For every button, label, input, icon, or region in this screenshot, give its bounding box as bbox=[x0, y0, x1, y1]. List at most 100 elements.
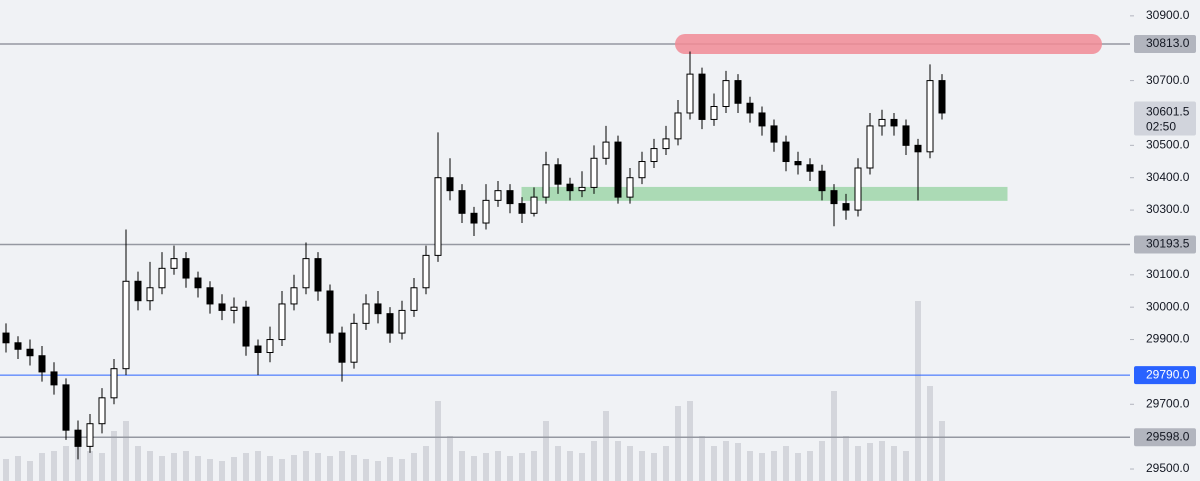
volume-bar bbox=[711, 446, 717, 481]
volume-bar bbox=[147, 451, 153, 481]
candle-body bbox=[266, 339, 274, 353]
volume-bar bbox=[723, 441, 729, 481]
volume-bar bbox=[207, 459, 213, 481]
volume-bar bbox=[819, 441, 825, 481]
candle-body bbox=[122, 280, 130, 370]
volume-bar bbox=[531, 451, 537, 481]
volume-bar bbox=[351, 455, 357, 481]
support-zone bbox=[521, 186, 1008, 201]
volume-bar bbox=[399, 459, 405, 481]
candle-body bbox=[566, 183, 574, 192]
candle-body bbox=[398, 309, 406, 334]
volume-bar bbox=[783, 446, 789, 481]
candle-body bbox=[362, 303, 370, 324]
volume-bar bbox=[855, 446, 861, 481]
volume-bar bbox=[63, 446, 69, 481]
volume-bar bbox=[315, 453, 321, 481]
candle-body bbox=[158, 267, 166, 289]
candle-body bbox=[350, 322, 358, 363]
candle-body bbox=[98, 397, 106, 425]
candle-body bbox=[386, 313, 394, 334]
candle-body bbox=[134, 280, 142, 302]
candle-body bbox=[422, 254, 430, 289]
candle-body bbox=[434, 177, 442, 256]
candle-body bbox=[314, 258, 322, 292]
volume-bar bbox=[111, 431, 117, 481]
y-tick-label: 30700.0 bbox=[1146, 73, 1190, 87]
candle-body bbox=[482, 199, 490, 224]
volume-bar bbox=[123, 421, 129, 481]
last-price-tag bbox=[1134, 101, 1196, 136]
candle-body bbox=[2, 332, 10, 344]
volume-bar bbox=[903, 451, 909, 481]
candle-body bbox=[638, 161, 646, 179]
volume-bar bbox=[387, 457, 393, 481]
candle-body bbox=[50, 371, 58, 386]
candle-body bbox=[902, 125, 910, 146]
volume-bar bbox=[27, 461, 33, 481]
volume-bar bbox=[699, 436, 705, 481]
candle-body bbox=[374, 303, 382, 315]
candle-body bbox=[206, 287, 214, 305]
volume-bar bbox=[651, 453, 657, 481]
candle-body bbox=[254, 345, 262, 353]
y-tick-label: 30300.0 bbox=[1146, 202, 1190, 216]
y-tick-label: 30400.0 bbox=[1146, 170, 1190, 184]
volume-bar bbox=[255, 451, 261, 481]
volume-bar bbox=[483, 453, 489, 481]
level-tag bbox=[1134, 366, 1196, 385]
candle-body bbox=[578, 186, 586, 192]
volume-bar bbox=[663, 446, 669, 481]
candle-body bbox=[278, 303, 286, 341]
candle-body bbox=[230, 306, 238, 311]
candle-body bbox=[878, 118, 886, 127]
y-tick-label: 30000.0 bbox=[1146, 299, 1190, 313]
candle-body bbox=[74, 429, 82, 447]
candle-body bbox=[914, 144, 922, 153]
candle-body bbox=[818, 170, 826, 192]
candle-body bbox=[446, 177, 454, 192]
candle-body bbox=[866, 125, 874, 169]
volume-bar bbox=[891, 446, 897, 481]
candle-body bbox=[710, 105, 718, 120]
candle-body bbox=[242, 306, 250, 347]
volume-bar bbox=[591, 441, 597, 481]
volume-bar bbox=[135, 446, 141, 481]
candle-body bbox=[662, 138, 670, 150]
candle-body bbox=[698, 73, 706, 120]
candle-body bbox=[110, 368, 118, 399]
y-tick-label: 29900.0 bbox=[1146, 332, 1190, 346]
candle-body bbox=[506, 190, 514, 205]
candle-body bbox=[590, 157, 598, 188]
candle-body bbox=[674, 112, 682, 140]
volume-bar bbox=[687, 401, 693, 481]
candle-body bbox=[830, 190, 838, 205]
candle-body bbox=[458, 190, 466, 214]
candle-body bbox=[614, 141, 622, 198]
volume-bar bbox=[915, 301, 921, 481]
candle-body bbox=[494, 190, 502, 201]
volume-bar bbox=[843, 436, 849, 481]
volume-bar bbox=[423, 446, 429, 481]
volume-bar bbox=[543, 421, 549, 481]
candle-body bbox=[806, 164, 814, 172]
volume-bar bbox=[675, 406, 681, 481]
volume-bar bbox=[231, 457, 237, 481]
volume-bar bbox=[291, 455, 297, 481]
y-tick-label: 29700.0 bbox=[1146, 396, 1190, 410]
volume-bar bbox=[567, 451, 573, 481]
volume-bar bbox=[183, 451, 189, 481]
candle-body bbox=[410, 287, 418, 311]
volume-bar bbox=[471, 456, 477, 481]
volume-bar bbox=[363, 459, 369, 481]
volume-bar bbox=[75, 441, 81, 481]
candle-body bbox=[770, 125, 778, 143]
candle-body bbox=[542, 164, 550, 198]
candle-body bbox=[938, 80, 946, 114]
level-tag-label: 29790.0 bbox=[1146, 367, 1190, 381]
volume-bar bbox=[15, 456, 21, 481]
volume-bar bbox=[795, 453, 801, 481]
candle-body bbox=[218, 303, 226, 311]
candle-body bbox=[290, 287, 298, 305]
